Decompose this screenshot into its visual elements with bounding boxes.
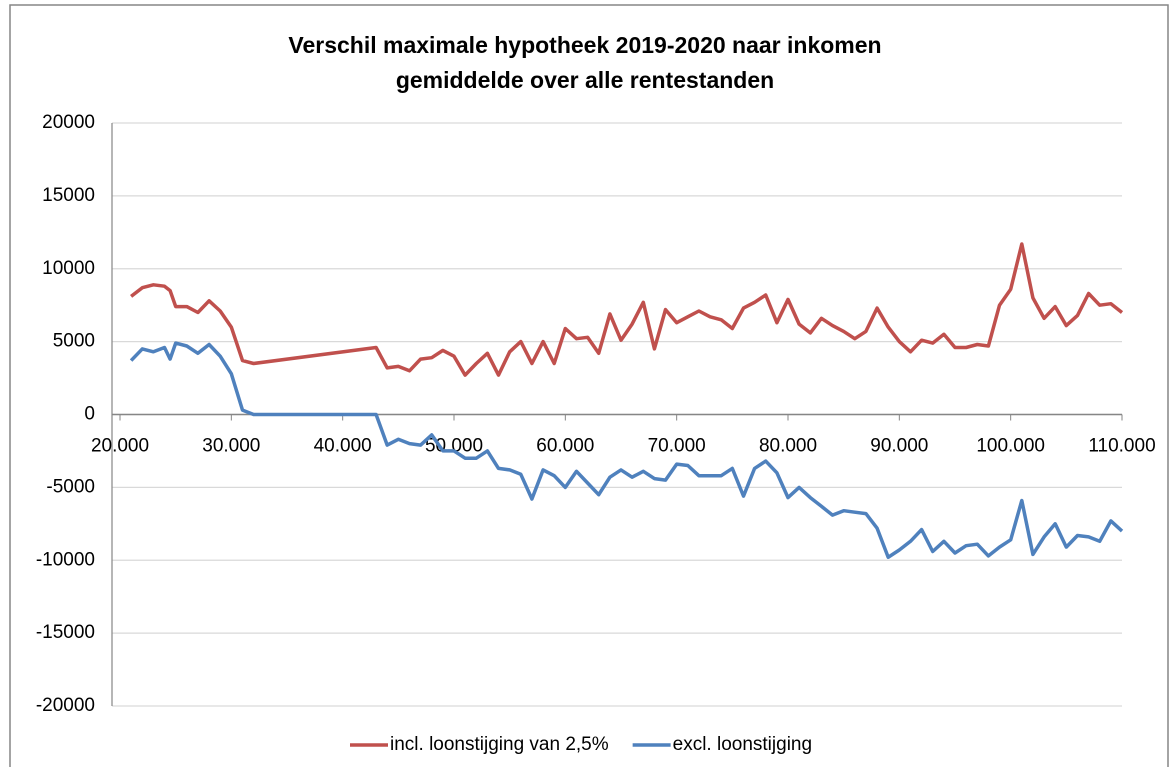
x-tick-label: 110.000 [1088,436,1155,457]
x-tick-label: 50.000 [425,436,483,457]
y-tick-label: 10000 [42,258,95,279]
y-tick-label: -15000 [36,622,95,643]
x-tick-label: 90.000 [870,436,928,457]
x-tick-label: 20.000 [91,436,149,457]
line-series [129,341,1124,560]
y-tick-label: 15000 [42,185,95,206]
x-tick-label: 30.000 [202,436,260,457]
x-tick-label: 70.000 [648,436,706,457]
x-tick-label: 80.000 [759,436,817,457]
y-tick-label: -20000 [36,695,95,716]
legend-label: excl. loonstijging [673,734,812,755]
y-tick-label: -5000 [46,476,95,497]
x-tick-label: 60.000 [536,436,594,457]
chart-frame [9,4,1169,767]
legend-label: incl. loonstijging van 2,5% [390,734,609,755]
y-tick-label: 0 [84,404,95,425]
chart-title: Verschil maximale hypotheek 2019-2020 na… [288,32,881,58]
y-tick-label: 5000 [53,331,95,352]
y-tick-label: -10000 [36,549,95,570]
chart-title: gemiddelde over alle rentestanden [396,67,774,93]
line-series [130,242,1124,377]
y-tick-label: 20000 [42,112,95,133]
x-tick-label: 40.000 [314,436,372,457]
x-tick-label: 100.000 [976,436,1045,457]
